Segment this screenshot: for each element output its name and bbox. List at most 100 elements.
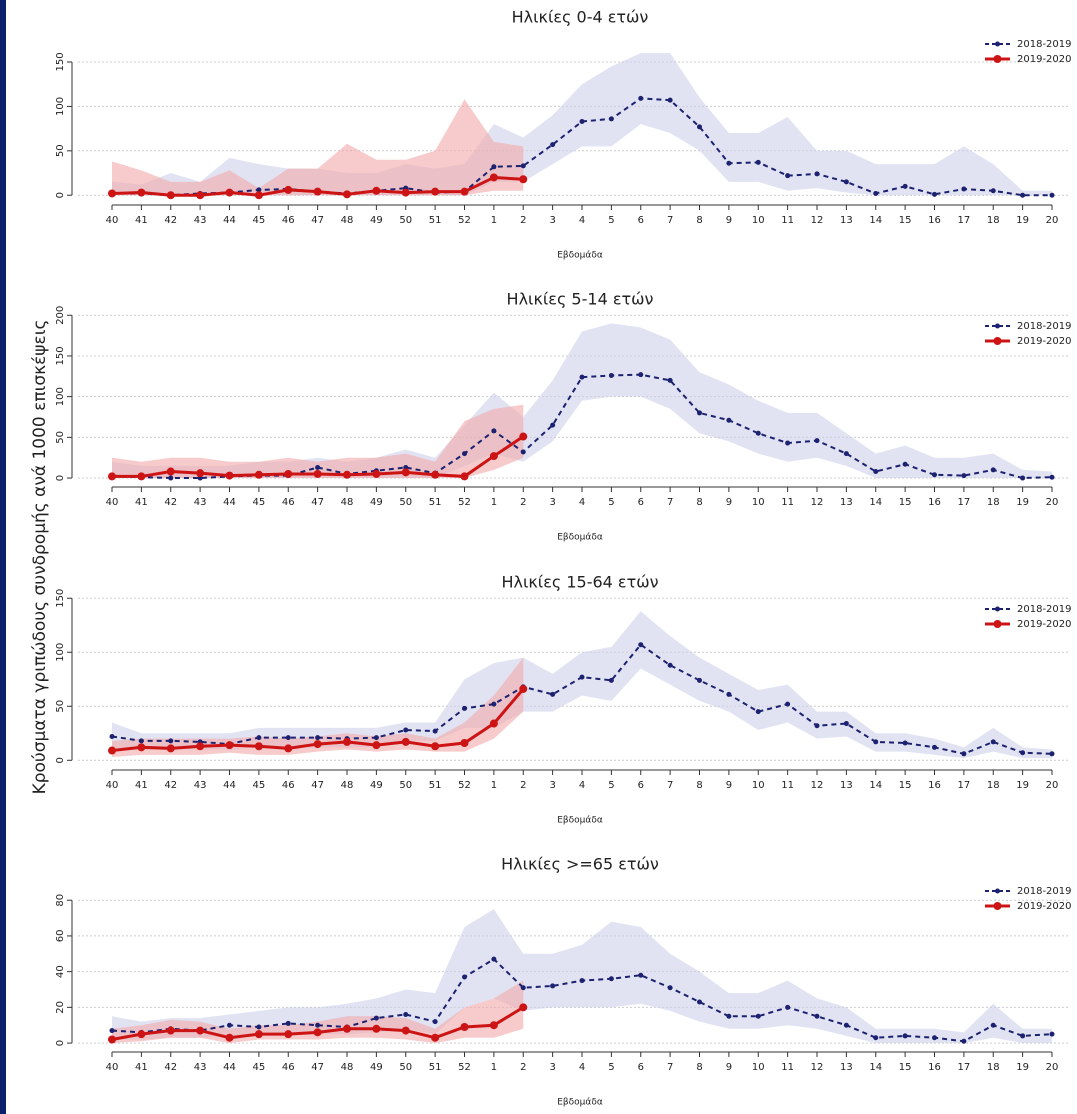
data-point — [254, 470, 263, 479]
x-tick-label: 44 — [223, 1062, 236, 1073]
x-tick-label: 7 — [667, 1062, 673, 1073]
x-tick-label: 19 — [1016, 780, 1029, 791]
y-tick-label: 60 — [55, 930, 66, 943]
data-point — [256, 187, 262, 193]
data-point — [254, 742, 263, 751]
x-tick-label: 42 — [164, 215, 177, 226]
legend-label: 2019-2020 — [1017, 901, 1072, 912]
x-tick-label: 3 — [549, 1062, 555, 1073]
x-tick-label: 17 — [958, 1062, 971, 1073]
legend-label: 2019-2020 — [1017, 336, 1072, 347]
confidence-band — [112, 99, 524, 196]
x-tick-label: 52 — [458, 1062, 471, 1073]
x-tick-label: 9 — [726, 1062, 732, 1073]
legend-marker — [995, 41, 1000, 47]
data-point — [697, 124, 702, 130]
x-tick-label: 1 — [491, 215, 497, 226]
data-point — [225, 741, 234, 750]
data-point — [431, 742, 440, 751]
x-tick-label: 40 — [106, 215, 119, 226]
data-point — [755, 430, 761, 436]
data-point — [755, 159, 761, 165]
data-point — [843, 179, 849, 185]
chart-title: Ηλικίες 15-64 ετών — [501, 573, 658, 592]
data-point — [726, 691, 732, 697]
x-tick-label: 47 — [311, 1062, 324, 1073]
data-point — [343, 737, 351, 746]
x-tick-label: 51 — [429, 497, 442, 508]
x-tick-label: 15 — [899, 780, 912, 791]
y-axis-label: Κρούσματα γριπώδους συνδρομής ανά 1000 ε… — [30, 320, 50, 795]
x-tick-label: 9 — [726, 780, 732, 791]
data-point — [843, 451, 849, 457]
data-point — [489, 173, 498, 182]
data-point — [491, 956, 497, 962]
data-point — [785, 173, 791, 179]
data-point — [372, 186, 381, 195]
data-point — [608, 372, 614, 378]
data-point — [638, 372, 644, 378]
data-point — [1049, 192, 1055, 198]
x-tick-label: 19 — [1016, 497, 1029, 508]
x-tick-label: 49 — [370, 1062, 383, 1073]
data-point — [196, 1026, 205, 1035]
x-tick-label: 6 — [638, 497, 644, 508]
y-tick-label: 150 — [55, 52, 66, 71]
data-point — [284, 1030, 293, 1039]
data-point — [902, 183, 908, 189]
data-point — [550, 983, 556, 989]
x-tick-label: 49 — [370, 497, 383, 508]
confidence-band — [112, 404, 524, 479]
x-axis-label: Εβδομάδα — [557, 1098, 603, 1108]
x-tick-label: 20 — [1046, 1062, 1059, 1073]
data-point — [873, 469, 879, 475]
x-tick-label: 13 — [840, 215, 853, 226]
confidence-band — [112, 611, 1052, 759]
data-point — [932, 191, 937, 197]
data-point — [460, 472, 469, 481]
data-point — [961, 186, 967, 192]
data-point — [550, 142, 556, 148]
data-point — [196, 742, 205, 751]
data-point — [785, 440, 791, 446]
y-tick-label: 100 — [55, 643, 66, 662]
x-tick-label: 1 — [491, 1062, 497, 1073]
data-point — [961, 1038, 967, 1044]
data-point — [225, 471, 234, 480]
x-tick-label: 44 — [223, 215, 236, 226]
legend-marker — [995, 606, 1000, 612]
x-tick-label: 43 — [194, 780, 207, 791]
x-tick-label: 11 — [781, 215, 794, 226]
data-point — [491, 701, 497, 707]
data-point — [285, 735, 291, 741]
data-point — [313, 740, 322, 749]
x-tick-label: 46 — [282, 1062, 295, 1073]
x-tick-label: 42 — [164, 1062, 177, 1073]
chart-title: Ηλικίες 5-14 ετών — [507, 290, 654, 309]
x-tick-label: 17 — [958, 215, 971, 226]
data-point — [166, 1026, 175, 1035]
data-point — [372, 1024, 381, 1033]
x-tick-label: 46 — [282, 780, 295, 791]
x-tick-label: 20 — [1046, 497, 1059, 508]
x-tick-label: 50 — [399, 1062, 412, 1073]
x-tick-label: 20 — [1046, 215, 1059, 226]
data-point — [460, 1023, 469, 1031]
x-tick-label: 18 — [987, 1062, 1000, 1073]
x-tick-label: 40 — [106, 1062, 119, 1073]
x-tick-label: 7 — [667, 215, 673, 226]
x-tick-label: 50 — [399, 497, 412, 508]
data-point — [608, 677, 614, 683]
data-point — [372, 741, 381, 750]
x-tick-label: 49 — [370, 780, 383, 791]
x-tick-label: 44 — [223, 780, 236, 791]
data-point — [1020, 192, 1026, 198]
data-point — [638, 95, 644, 101]
x-tick-label: 43 — [194, 215, 207, 226]
y-tick-label: 80 — [55, 894, 66, 907]
data-point — [638, 642, 644, 648]
data-point — [1049, 474, 1055, 480]
x-axis-label: Εβδομάδα — [557, 533, 603, 543]
x-tick-label: 16 — [928, 215, 941, 226]
data-point — [431, 1033, 440, 1042]
